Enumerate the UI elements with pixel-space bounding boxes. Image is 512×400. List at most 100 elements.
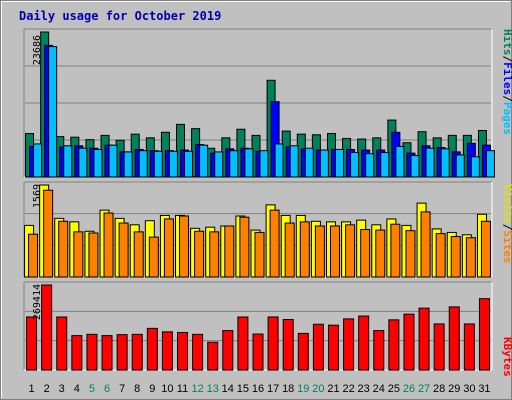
day-label-10: 10 <box>161 383 173 395</box>
day-label-20: 20 <box>312 383 324 395</box>
day-label-16: 16 <box>252 383 264 395</box>
bar-sites-4 <box>73 231 84 278</box>
bar-kbytes-22 <box>343 318 355 371</box>
bar-pages-2 <box>48 46 58 178</box>
day-label-9: 9 <box>149 383 155 395</box>
bar-kbytes-7 <box>116 334 128 371</box>
legend-visits: Visits <box>501 184 512 224</box>
bar-sites-19 <box>299 221 310 278</box>
day-label-5: 5 <box>89 383 95 395</box>
bar-pages-29 <box>455 154 465 178</box>
day-label-30: 30 <box>463 383 475 395</box>
bar-sites-25 <box>390 223 401 278</box>
bar-kbytes-19 <box>297 332 309 371</box>
bar-sites-3 <box>58 220 69 278</box>
bar-pages-9 <box>153 150 163 178</box>
day-label-31: 31 <box>478 383 490 395</box>
bar-kbytes-17 <box>267 316 279 371</box>
legend-sites: Sites <box>501 230 512 263</box>
bar-pages-22 <box>350 152 360 178</box>
bar-sites-11 <box>179 215 190 278</box>
bar-kbytes-5 <box>86 333 98 371</box>
bar-kbytes-10 <box>161 331 173 371</box>
bar-sites-26 <box>405 230 416 278</box>
bar-pages-18 <box>289 145 299 178</box>
bar-pages-11 <box>184 150 194 178</box>
day-label-7: 7 <box>119 383 125 395</box>
bar-sites-27 <box>420 211 431 278</box>
day-label-19: 19 <box>297 383 309 395</box>
bar-pages-25 <box>395 145 405 178</box>
bar-sites-8 <box>133 231 144 278</box>
bar-kbytes-11 <box>177 331 189 371</box>
bar-kbytes-8 <box>131 333 143 371</box>
legend-sep-3: / <box>501 224 512 231</box>
bar-kbytes-1 <box>26 316 38 371</box>
bar-sites-21 <box>329 225 340 278</box>
day-labels: 1 2 3 4 5 6 7 8 9 10 11 12 13 14 15 16 17 18 19 20 21 22 23 24 2… <box>28 383 490 395</box>
day-label-21: 21 <box>327 383 339 395</box>
bar-sites-7 <box>118 222 129 278</box>
bar-pages-21 <box>334 148 344 178</box>
bar-pages-3 <box>63 145 73 178</box>
bar-kbytes-15 <box>237 316 249 371</box>
bar-pages-10 <box>168 150 178 178</box>
panel1-legend: Hits/Files/Pages <box>501 29 512 135</box>
panel3-max-label: 269414 <box>32 284 43 320</box>
legend-pages: Pages <box>501 102 512 135</box>
bar-sites-24 <box>375 229 386 278</box>
bar-pages-27 <box>425 147 435 178</box>
day-label-17: 17 <box>267 383 279 395</box>
bar-sites-15 <box>239 216 250 278</box>
day-label-2: 2 <box>44 383 50 395</box>
bar-sites-10 <box>163 218 174 278</box>
svg-text:Hits/Files/Pages: Hits/Files/Pages <box>501 29 512 135</box>
bar-sites-13 <box>209 231 220 278</box>
panel1-max-label: 23686 <box>32 35 43 65</box>
bar-pages-5 <box>93 148 103 178</box>
bar-kbytes-2 <box>41 284 53 371</box>
panel-hits-files-pages <box>23 28 495 178</box>
day-label-13: 13 <box>207 383 219 395</box>
bar-sites-5 <box>88 232 99 278</box>
bar-kbytes-27 <box>418 307 430 371</box>
bar-pages-7 <box>123 151 133 178</box>
bar-pages-26 <box>410 155 420 178</box>
day-label-25: 25 <box>388 383 400 395</box>
bar-kbytes-16 <box>252 333 264 371</box>
day-label-1: 1 <box>28 383 34 395</box>
bar-kbytes-30 <box>463 323 475 371</box>
bar-kbytes-23 <box>358 315 370 371</box>
bar-sites-2 <box>43 189 54 278</box>
bar-kbytes-25 <box>388 319 400 371</box>
panel-kbytes <box>23 281 493 371</box>
bar-pages-12 <box>199 144 209 178</box>
day-label-28: 28 <box>433 383 445 395</box>
bar-kbytes-14 <box>222 330 234 371</box>
day-label-14: 14 <box>222 383 234 395</box>
bar-kbytes-4 <box>71 335 83 371</box>
bar-kbytes-18 <box>282 319 294 371</box>
svg-text:Visits/Sites: Visits/Sites <box>501 184 512 264</box>
bar-sites-30 <box>465 237 476 278</box>
bar-kbytes-31 <box>478 298 490 371</box>
bar-kbytes-24 <box>373 330 385 371</box>
day-label-8: 8 <box>134 383 140 395</box>
day-label-27: 27 <box>418 383 430 395</box>
bar-pages-16 <box>259 150 269 178</box>
bar-kbytes-28 <box>433 323 445 371</box>
bar-kbytes-9 <box>146 327 158 371</box>
bar-sites-31 <box>480 220 491 278</box>
bar-sites-14 <box>224 225 235 278</box>
panel3-legend: KBytes <box>501 337 512 377</box>
bar-kbytes-13 <box>207 341 219 371</box>
day-label-29: 29 <box>448 383 460 395</box>
bar-kbytes-6 <box>101 335 113 371</box>
day-label-15: 15 <box>237 383 249 395</box>
bar-pages-23 <box>365 153 375 178</box>
day-label-23: 23 <box>358 383 370 395</box>
bar-pages-30 <box>470 156 480 178</box>
bar-pages-15 <box>244 148 254 178</box>
day-label-12: 12 <box>191 383 203 395</box>
